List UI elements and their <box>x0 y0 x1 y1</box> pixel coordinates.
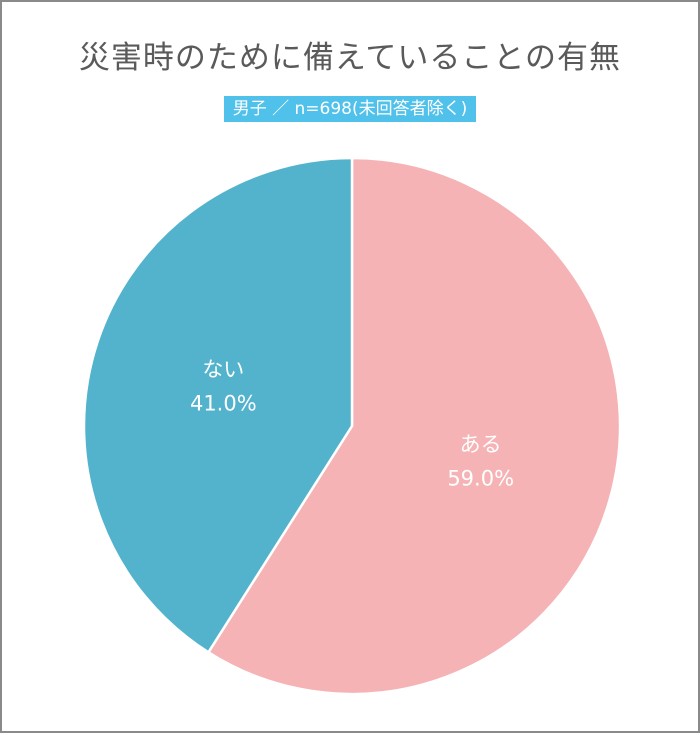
slice-value-label-0: 59.0% <box>447 466 514 490</box>
chart-title: 災害時のために備えていることの有無 <box>78 40 622 76</box>
chart-subtitle-badge: 男子 ／ n=698(未回答者除く) <box>223 96 477 122</box>
pie-slice-0 <box>207 156 622 696</box>
pie-slice-1 <box>82 156 354 654</box>
subtitle-container: 男子 ／ n=698(未回答者除く) <box>2 96 698 122</box>
slice-value-label-1: 41.0% <box>190 392 257 416</box>
slice-label-1: ない <box>202 358 244 382</box>
slice-label-0: ある <box>460 432 502 456</box>
